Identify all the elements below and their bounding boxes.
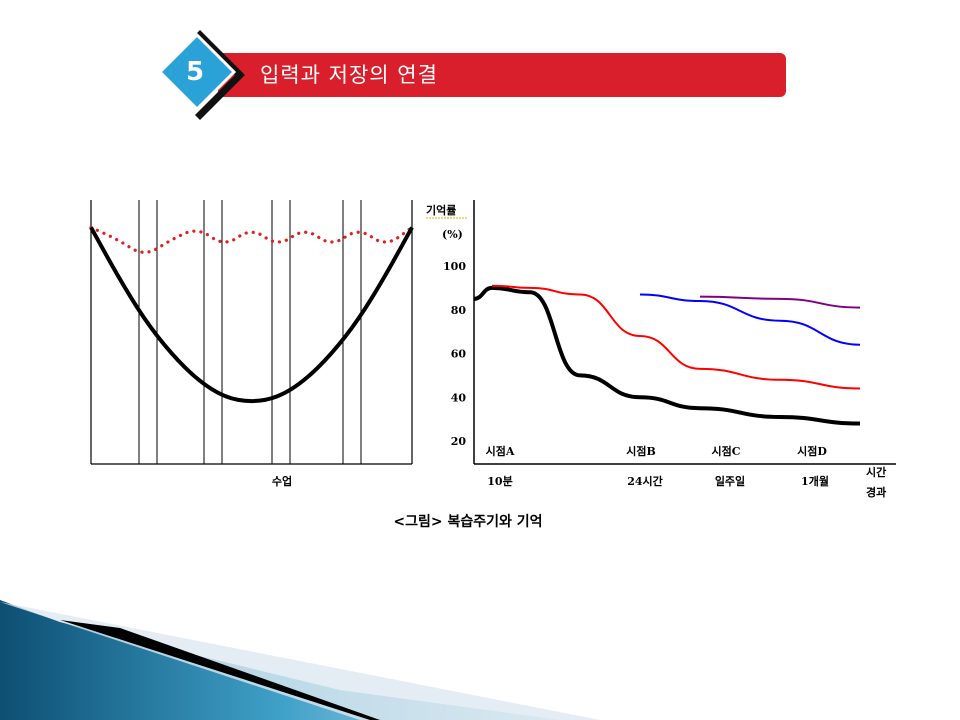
x-tick-label: 24시간: [627, 474, 663, 488]
retention-series: [473, 284, 861, 426]
y-axis-unit: (%): [442, 228, 463, 241]
y-axis-label: 기억률: [426, 203, 456, 217]
retention-chart: 기억률 (%) 100 80 60 40 20 시점A 시점B 시점C 시점D 10분 24시간…: [426, 200, 896, 499]
title-bar: [218, 53, 786, 97]
y-tick-label: 80: [451, 304, 467, 317]
retention-line: [639, 293, 861, 346]
retention-line: [699, 295, 861, 309]
time-point-labels: 시점A 시점B 시점C 시점D: [486, 444, 828, 458]
y-tick-label: 60: [451, 348, 467, 361]
y-tick-label: 40: [451, 391, 467, 404]
x-axis-label-line2: 경과: [866, 485, 886, 499]
slide-number: 5: [185, 57, 205, 87]
figure-caption: <그림> 복습주기와 기억: [393, 513, 542, 530]
left-xlabel: 수업: [272, 475, 292, 488]
session-markers: [138, 200, 413, 464]
x-tick-label: 1개월: [801, 474, 829, 488]
time-point-label: 시점B: [626, 444, 656, 458]
footer-black-stripe: [60, 620, 380, 720]
retention-line: [491, 284, 861, 390]
footer-light-stripe: [0, 602, 600, 720]
time-point-label: 시점D: [797, 444, 827, 458]
retention-line: [473, 285, 861, 426]
forgetting-curve-solid: [89, 226, 414, 404]
review-curve-dotted: [89, 225, 414, 254]
time-point-label: 시점A: [486, 444, 515, 458]
y-tick-labels: 100 80 60 40 20: [443, 260, 466, 448]
x-tick-label: 10분: [487, 475, 512, 488]
x-axis-label-line1: 시간: [866, 465, 886, 479]
y-tick-label: 100: [443, 260, 466, 273]
y-tick-label: 20: [451, 435, 467, 448]
review-cycle-chart: 수업: [89, 200, 414, 488]
x-tick-label: 일주일: [715, 474, 745, 488]
badge-diamond: [160, 32, 237, 112]
slide-number-badge: [160, 30, 245, 120]
time-point-label: 시점C: [712, 444, 741, 458]
footer-decoration: [0, 600, 600, 720]
slide-title: 입력과 저장의 연결: [260, 63, 438, 87]
footer-blue-wave: [0, 600, 560, 720]
x-tick-labels: 10분 24시간 일주일 1개월: [487, 474, 829, 488]
